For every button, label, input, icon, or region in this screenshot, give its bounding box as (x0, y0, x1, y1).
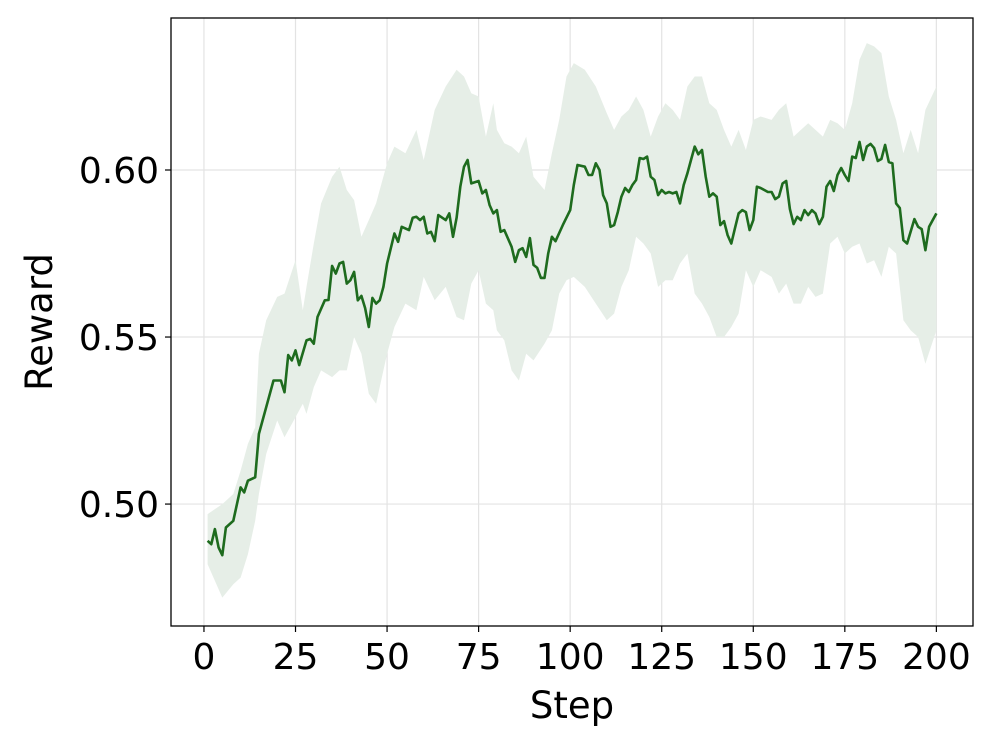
x-tick-label: 0 (193, 637, 216, 678)
x-tick-label: 100 (536, 637, 605, 678)
x-tick-label: 75 (456, 637, 502, 678)
reward-line (206, 140, 938, 557)
std-band (207, 43, 937, 598)
y-tick-label: 0.50 (79, 485, 159, 526)
y-axis-label: Reward (18, 253, 61, 391)
x-tick-label: 125 (627, 637, 696, 678)
x-tick-label: 175 (810, 637, 879, 678)
x-axis-label: Step (530, 684, 614, 727)
plot-frame (170, 17, 974, 627)
x-tick-label: 50 (364, 637, 410, 678)
x-tick-label: 25 (273, 637, 319, 678)
ticks: 0 25 50 75 100 125 150 175 200 0.50 0.55 0.60 (79, 151, 971, 678)
y-tick-label: 0.55 (79, 318, 159, 359)
plot-marks (206, 43, 938, 598)
y-tick-label: 0.60 (79, 151, 159, 192)
x-tick-label: 200 (902, 637, 971, 678)
x-tick-label: 150 (719, 637, 788, 678)
